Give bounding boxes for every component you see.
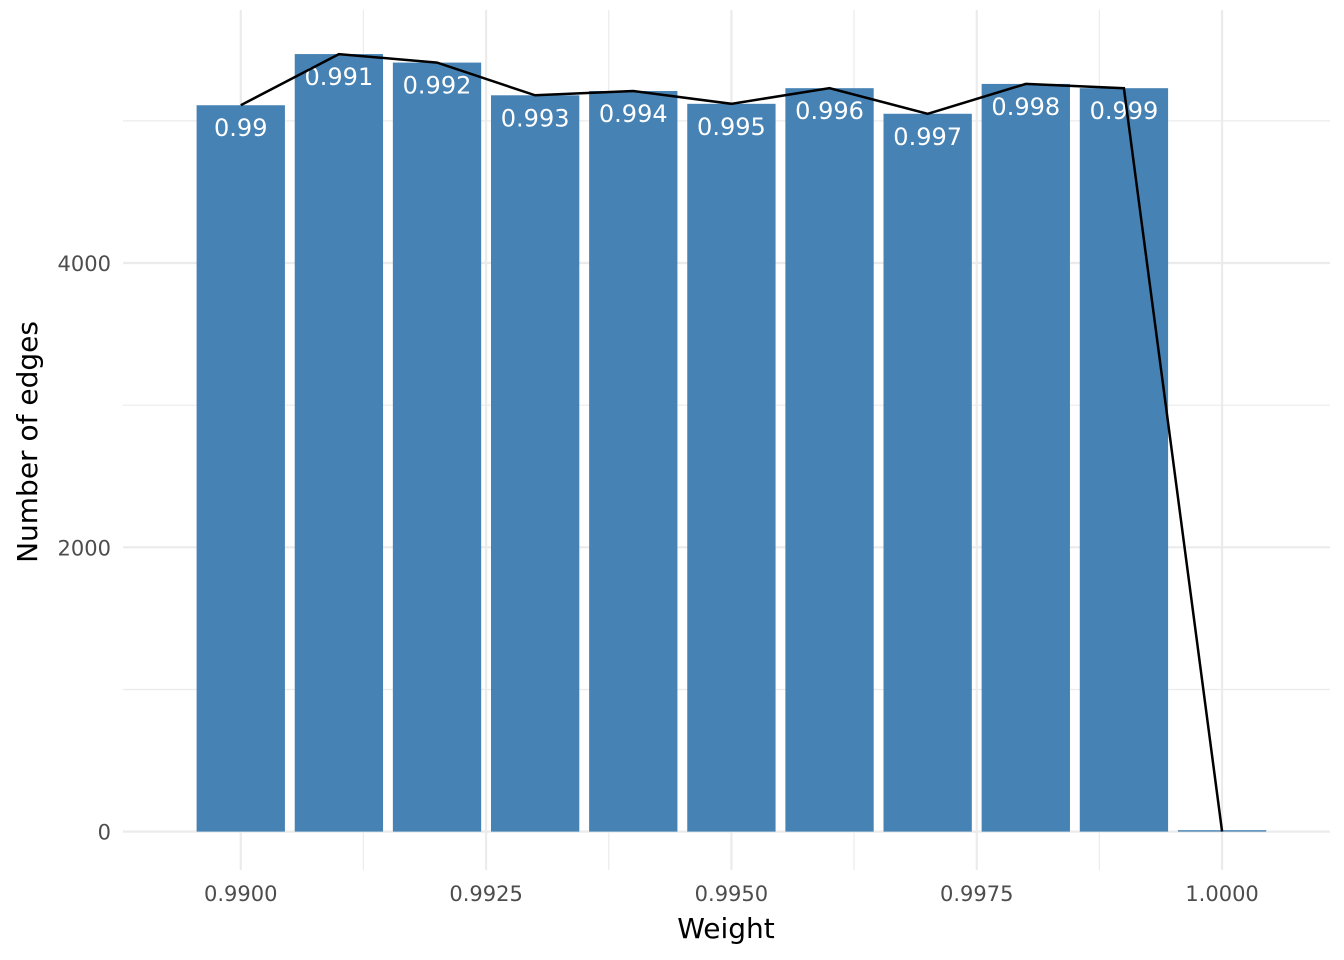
- bar-label: 0.99: [214, 114, 267, 142]
- bar-label: 0.991: [305, 63, 374, 91]
- x-tick-label: 0.9950: [695, 882, 768, 906]
- bar: [196, 105, 285, 832]
- bar: [687, 103, 776, 832]
- trend-line: [240, 52, 1224, 832]
- x-tick-label: 0.9925: [449, 882, 522, 906]
- bar-label: 0.994: [599, 100, 668, 128]
- bar-label: 0.992: [403, 72, 472, 100]
- bar: [785, 88, 874, 832]
- bars: [196, 54, 1267, 832]
- y-tick-label: 0: [98, 821, 111, 845]
- x-tick-label: 0.9975: [940, 882, 1013, 906]
- bar: [1079, 88, 1169, 832]
- x-tick-label: 0.9900: [204, 882, 277, 906]
- bar: [981, 83, 1070, 832]
- bar-label: 0.997: [893, 123, 962, 151]
- bar: [589, 91, 678, 832]
- bar-label: 0.999: [1090, 97, 1159, 125]
- x-axis-title: Weight: [677, 912, 775, 945]
- bar: [490, 95, 580, 832]
- x-axis-ticks: 0.9900 0.9925 0.9950 0.9975 1.0000: [204, 882, 1259, 906]
- bar-label: 0.996: [795, 97, 864, 125]
- y-axis-title: Number of edges: [11, 321, 44, 563]
- bar-label: 0.998: [991, 93, 1060, 121]
- bar: [392, 62, 482, 832]
- y-axis-ticks: 0 2000 4000: [58, 252, 111, 845]
- bar-labels: 0.99 0.991 0.992 0.993 0.994 0.995 0.996 0.997 0…: [214, 63, 1158, 151]
- bar-label: 0.993: [501, 104, 570, 132]
- bar-label: 0.995: [697, 113, 766, 141]
- x-tick-label: 1.0000: [1185, 882, 1258, 906]
- y-tick-label: 4000: [58, 252, 111, 276]
- bar: [294, 54, 384, 832]
- y-tick-label: 2000: [58, 536, 111, 560]
- bar: [883, 113, 972, 832]
